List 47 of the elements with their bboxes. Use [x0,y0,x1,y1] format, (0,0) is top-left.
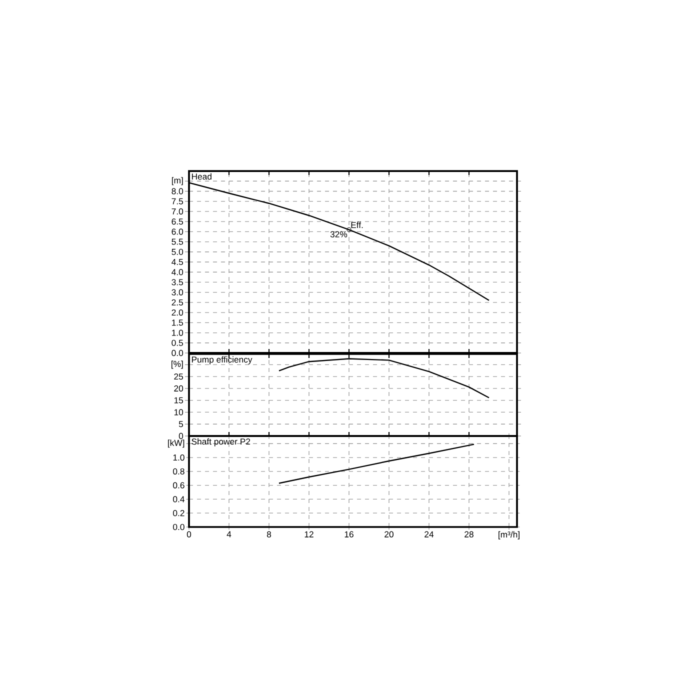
x-tick-label: 4 [226,531,232,538]
annotation: Eff. [351,222,363,228]
x-tick-label: 0 [186,531,192,538]
y-tick-label: 1.0 [173,454,184,461]
y-tick-label: 0.6 [173,482,184,488]
y-tick-label: 7.5 [172,198,184,204]
y-tick-label: 2.0 [172,309,184,316]
y-tick-label: 0.2 [173,510,184,516]
chart-title: Shaft power P2 [192,438,250,446]
x-tick-label: 20 [384,531,394,538]
y-tick-label: 25 [174,374,184,380]
y-tick-label: 2.5 [172,299,184,306]
y-tick-label: 0.0 [173,524,184,530]
x-tick-label: 12 [304,531,314,538]
chart-title: Pump efficiency [192,356,252,364]
y-tick-label: 5 [178,421,184,428]
y-tick-label: 0.4 [173,496,184,502]
y-tick-label: 1.5 [172,320,184,326]
x-tick-label: 28 [464,531,474,538]
chart-title: Head [192,173,212,180]
y-tick-label: 4.0 [172,269,184,276]
y-tick-label: 1.0 [172,330,184,336]
y-tick-label: 4.5 [172,258,184,266]
x-tick-label: 8 [266,531,272,538]
x-tick-label: 24 [424,531,434,538]
y-tick-label: [m] [172,177,183,186]
x-tick-label: [m³/h] [498,531,520,540]
y-tick-label: 3.5 [172,279,184,286]
y-tick-label: 0.0 [172,350,184,356]
y-tick-label: 10 [174,409,184,416]
x-tick-label: 16 [344,531,354,538]
y-tick-label: 0 [178,432,184,440]
y-tick-label: 5.0 [172,248,184,255]
y-tick-label: 8.0 [172,188,184,194]
y-tick-label: [%] [172,360,183,369]
y-tick-label: 6.5 [172,218,184,225]
y-tick-label: 3.0 [172,289,184,296]
y-tick-label: [kW] [168,440,184,448]
y-tick-label: 15 [174,397,184,404]
y-tick-label: 7.0 [172,208,184,215]
annotation: 32% [330,231,348,238]
line-series [278,444,475,484]
y-tick-label: 0.8 [173,468,184,474]
y-tick-label: 0.5 [172,340,184,346]
y-tick-label: 6.0 [172,228,184,235]
y-tick-label: 5.5 [172,238,184,245]
y-tick-label: 20 [174,385,184,392]
